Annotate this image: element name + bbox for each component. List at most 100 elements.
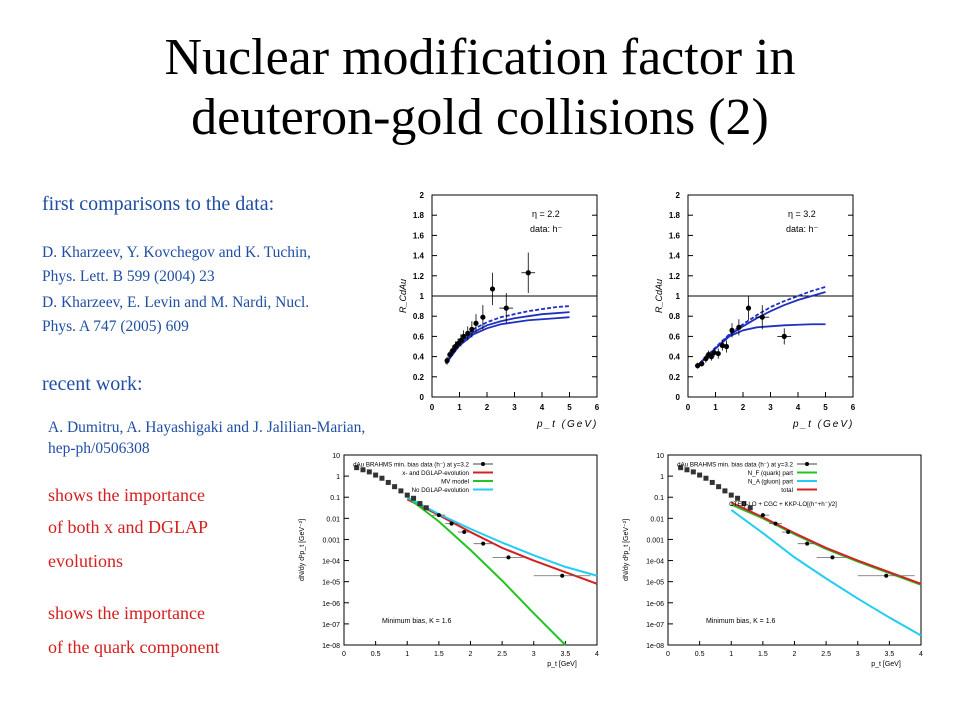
data-point xyxy=(411,495,417,501)
data-point xyxy=(379,475,385,481)
legend-label: dAu BRAHMS min. bias data (h⁻) at y=3.2 xyxy=(353,462,469,469)
data-point xyxy=(373,472,379,478)
title-line-2: deuteron-gold collisions (2) xyxy=(191,89,769,146)
curve-green xyxy=(406,496,567,646)
recent-work-heading: recent work: xyxy=(42,373,143,395)
y-tick-label: 0.6 xyxy=(669,332,681,341)
y-axis-label: R_CdAu xyxy=(654,279,664,313)
model-curve xyxy=(445,305,570,363)
data-point xyxy=(723,343,730,350)
data-point xyxy=(417,501,423,507)
x-tick-label: 1 xyxy=(729,651,733,658)
legend-label: total xyxy=(781,487,793,494)
y-axis-label: dN/dy d²p_t [GeV⁻²] xyxy=(299,519,306,581)
x-tick-label: 3 xyxy=(532,651,536,658)
plot-frame xyxy=(667,454,922,646)
data-point xyxy=(830,555,835,560)
y-tick-label: 0.8 xyxy=(669,312,681,321)
data-point xyxy=(366,469,372,475)
data-point xyxy=(695,363,701,369)
legend-label: N_F (quark) part xyxy=(748,470,794,477)
x-tick-label: 0 xyxy=(666,651,670,658)
data-point xyxy=(506,555,511,560)
x-tick-label: 0.5 xyxy=(371,651,381,658)
x-tick-label: 3.5 xyxy=(561,651,571,658)
x-tick-label: 2 xyxy=(793,651,797,658)
legend-label: MV model xyxy=(441,479,469,486)
y-tick-label: 1.8 xyxy=(413,211,425,220)
x-tick-label: 0 xyxy=(342,651,346,658)
x-axis-label: p_t [GeV] xyxy=(547,661,577,668)
note-2-line-1: shows the importance xyxy=(48,603,205,623)
y-tick-label: 0.2 xyxy=(669,373,681,382)
y-tick-label: 1e-08 xyxy=(322,643,340,650)
x-tick-label: 3.5 xyxy=(885,651,895,658)
x-tick-label: 1 xyxy=(405,651,409,658)
y-tick-label: 1 xyxy=(660,474,664,481)
data-point xyxy=(525,270,531,276)
data-point xyxy=(436,513,441,518)
y-tick-label: 1 xyxy=(420,292,425,301)
x-tick-label: 0 xyxy=(430,403,435,412)
legend-label: N_A (gluon) part xyxy=(748,479,793,486)
data-point xyxy=(469,326,475,332)
y-tick-label: 1.2 xyxy=(413,272,425,281)
x-tick-label: 1.5 xyxy=(434,651,444,658)
data-point xyxy=(781,333,787,339)
x-tick-label: 5 xyxy=(823,403,828,412)
legend-label: dAu BRAHMS min. bias data (h⁻) at y=3.2 xyxy=(677,462,793,469)
y-tick-label: 1e-06 xyxy=(646,601,664,608)
reference-2-line-2: Phys. A 747 (2005) 609 xyxy=(42,318,189,335)
y-tick-label: 0.6 xyxy=(413,332,425,341)
y-tick-label: 1e-04 xyxy=(322,559,340,566)
data-point xyxy=(678,465,684,471)
y-tick-label: 1.2 xyxy=(669,272,681,281)
data-point xyxy=(747,505,753,511)
model-curve xyxy=(445,316,570,365)
x-tick-label: 5 xyxy=(567,403,572,412)
y-tick-label: 10 xyxy=(656,453,664,460)
data-point xyxy=(423,505,429,511)
y-tick-label: 2 xyxy=(676,191,681,200)
y-tick-label: 1 xyxy=(336,474,340,481)
data-point xyxy=(462,530,467,535)
data-point xyxy=(884,573,889,578)
model-curve xyxy=(695,323,826,368)
data-point xyxy=(404,492,410,498)
x-tick-label: 2.5 xyxy=(821,651,831,658)
annotation-data: data: h⁻ xyxy=(786,224,819,234)
note-2-line-2: of the quark component xyxy=(48,637,220,657)
annotation-min-bias: Minimum bias, K = 1.6 xyxy=(382,618,452,625)
data-point xyxy=(489,286,496,292)
x-tick-label: 2 xyxy=(469,651,473,658)
data-point xyxy=(745,305,752,311)
legend-marker xyxy=(805,462,809,466)
data-point xyxy=(716,484,722,490)
data-point xyxy=(735,495,741,501)
slide-title: Nuclear modification factor in deuteron-… xyxy=(0,28,960,148)
y-tick-label: 1.6 xyxy=(413,231,425,240)
x-tick-label: 6 xyxy=(595,403,600,412)
model-curve xyxy=(445,311,570,364)
annotation-min-bias: Minimum bias, K = 1.6 xyxy=(706,618,776,625)
data-point xyxy=(759,314,765,320)
y-tick-label: 0.8 xyxy=(413,312,425,321)
data-point xyxy=(560,573,565,578)
data-point xyxy=(360,467,366,473)
data-point xyxy=(719,342,725,349)
y-axis-label: dN/dy d²p_t [GeV⁻²] xyxy=(623,519,630,581)
y-tick-label: 0 xyxy=(420,393,425,402)
rcp-plot-eta-2-2: 0 0.2 0.4 0.6 0.8 1 1.2 1.4 1.6 1.8 2 0 1 2 3 4 5 6 η = 2.… xyxy=(398,191,600,430)
x-tick-label: 6 xyxy=(851,403,856,412)
legend-marker xyxy=(481,462,485,466)
y-tick-label: 1e-07 xyxy=(646,622,664,629)
y-tick-label: 0 xyxy=(676,393,681,402)
y-tick-label: 1e-06 xyxy=(322,601,340,608)
reference-3-line-2: hep-ph/0506308 xyxy=(48,440,150,457)
y-tick-label: 0.4 xyxy=(669,353,681,362)
y-tick-label: 1.4 xyxy=(413,252,425,261)
data-point xyxy=(503,305,509,311)
data-point xyxy=(703,475,709,481)
first-comparisons-heading: first comparisons to the data: xyxy=(42,193,275,215)
y-tick-label: 10 xyxy=(332,453,340,460)
